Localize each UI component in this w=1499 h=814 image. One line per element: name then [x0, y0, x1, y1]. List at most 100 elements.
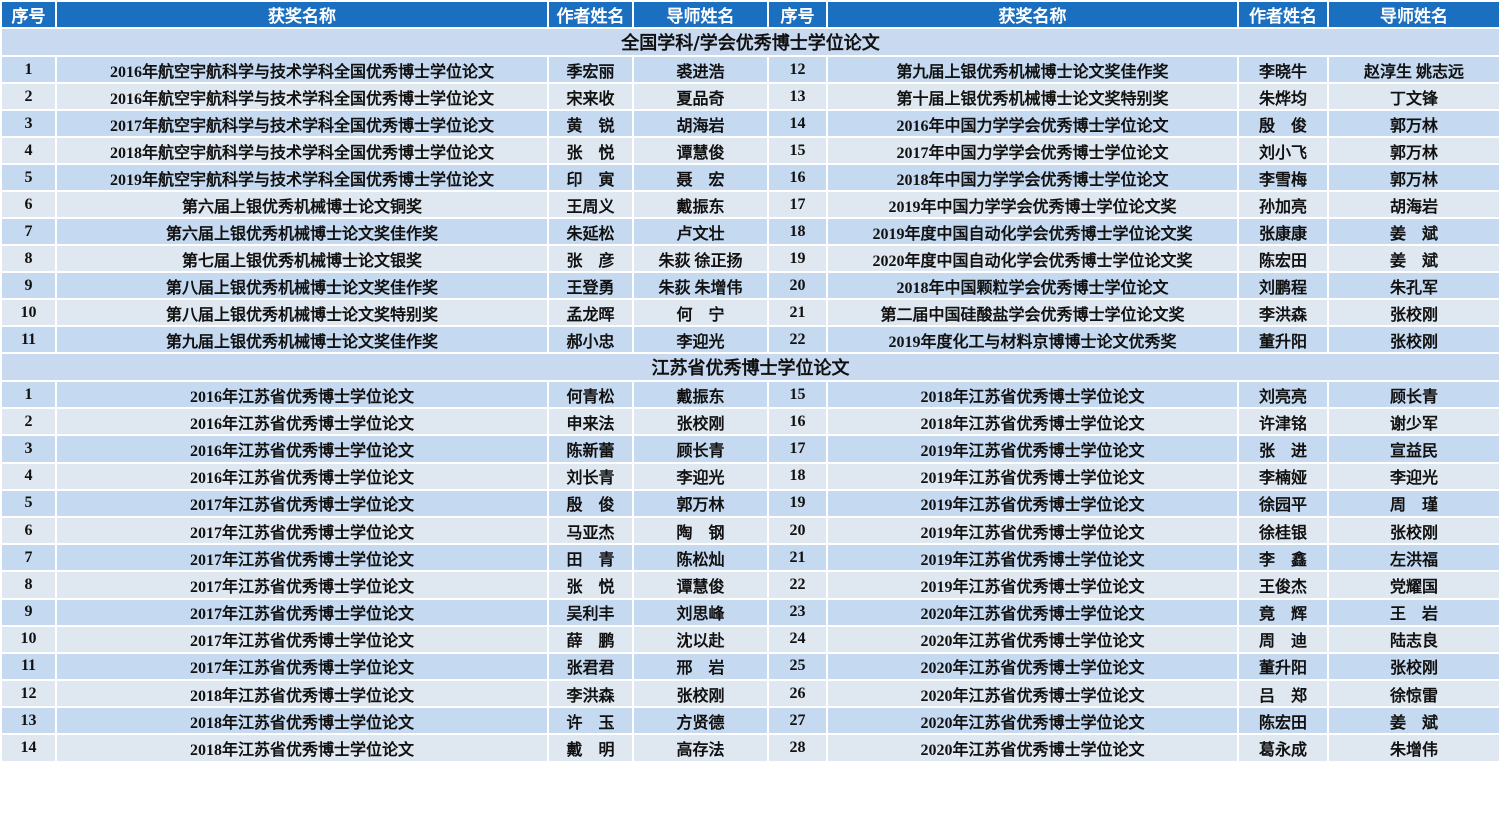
header-award-name: 获奖名称 — [826, 0, 1239, 29]
award-name-cell: 2019年航空宇航科学与技术学科全国优秀博士学位论文 — [55, 163, 549, 192]
advisor-name-cell: 谭慧俊 — [632, 570, 769, 600]
author-name-cell: 吕 郑 — [1237, 679, 1329, 709]
advisor-name-cell: 朱荻 徐正扬 — [632, 244, 769, 273]
section-title-row: 江苏省优秀博士学位论文 — [0, 352, 1499, 382]
table-row: 12 2018年江苏省优秀博士学位论文 李洪森 张校刚 26 2020年江苏省优秀博士学位… — [0, 679, 1499, 709]
serial-no-cell: 12 — [0, 679, 57, 709]
award-name-cell: 第六届上银优秀机械博士论文铜奖 — [55, 190, 549, 219]
author-name-cell: 殷 俊 — [1237, 109, 1329, 138]
author-name-cell: 许 玉 — [547, 706, 634, 736]
award-name-cell: 2016年中国力学学会优秀博士学位论文 — [826, 109, 1239, 138]
serial-no-cell: 14 — [0, 733, 57, 763]
author-name-cell: 王周义 — [547, 190, 634, 219]
serial-no-cell: 28 — [767, 733, 828, 763]
table-row: 13 2018年江苏省优秀博士学位论文许 玉方贤德 27 2020年江苏省优秀博士学位… — [0, 706, 1499, 736]
section-title: 江苏省优秀博士学位论文 — [0, 352, 1499, 382]
serial-no-cell: 19 — [767, 244, 828, 273]
header-author-name: 作者姓名 — [547, 0, 634, 29]
header-advisor-name: 导师姓名 — [1327, 0, 1499, 29]
serial-no-cell: 9 — [0, 271, 57, 300]
serial-no-cell: 10 — [0, 298, 57, 327]
author-name-cell: 何青松 — [547, 379, 634, 410]
serial-no-cell: 1 — [0, 55, 57, 84]
award-name-cell: 2018年航空宇航科学与技术学科全国优秀博士学位论文 — [55, 136, 549, 165]
author-name-cell: 郝小忠 — [547, 325, 634, 354]
advisor-name-cell: 陆志良 — [1327, 624, 1499, 654]
table-row: 1 2016年江苏省优秀博士学位论文 何青松 戴振东 15 2018年江苏省优秀博士学位论… — [0, 379, 1499, 410]
table-row: 4 2018年航空宇航科学与技术学科全国优秀博士学位论文张 悦谭慧俊 15 2017年… — [0, 136, 1499, 165]
author-name-cell: 张康康 — [1237, 217, 1329, 246]
table-row: 10 2017年江苏省优秀博士学位论文薛 鹏沈以赴 24 2020年江苏省优秀博士学位… — [0, 624, 1499, 654]
advisor-name-cell: 郭万林 — [1327, 163, 1499, 192]
author-name-cell: 朱烨均 — [1237, 82, 1329, 111]
advisor-name-cell: 戴振东 — [632, 190, 769, 219]
advisor-name-cell: 朱荻 朱增伟 — [632, 271, 769, 300]
advisor-name-cell: 张校刚 — [1327, 515, 1499, 546]
award-name-cell: 2017年江苏省优秀博士学位论文 — [55, 597, 549, 627]
award-name-cell: 2016年江苏省优秀博士学位论文 — [55, 434, 549, 464]
serial-no-cell: 18 — [767, 461, 828, 491]
advisor-name-cell: 戴振东 — [632, 379, 769, 410]
author-name-cell: 孙加亮 — [1237, 190, 1329, 219]
serial-no-cell: 11 — [0, 651, 57, 682]
serial-no-cell: 4 — [0, 461, 57, 491]
award-name-cell: 2018年江苏省优秀博士学位论文 — [55, 733, 549, 763]
author-name-cell: 李楠娅 — [1237, 461, 1329, 491]
author-name-cell: 董升阳 — [1237, 651, 1329, 682]
award-name-cell: 2020年江苏省优秀博士学位论文 — [826, 651, 1239, 682]
advisor-name-cell: 李迎光 — [632, 461, 769, 491]
serial-no-cell: 16 — [767, 407, 828, 437]
author-name-cell: 葛永成 — [1237, 733, 1329, 763]
author-name-cell: 宋来收 — [547, 82, 634, 111]
award-name-cell: 2016年江苏省优秀博士学位论文 — [55, 407, 549, 437]
table-row: 14 2018年江苏省优秀博士学位论文戴 明高存法 28 2020年江苏省优秀博士学位… — [0, 733, 1499, 763]
advisor-name-cell: 朱孔军 — [1327, 271, 1499, 300]
author-name-cell: 李 鑫 — [1237, 543, 1329, 573]
author-name-cell: 张 彦 — [547, 244, 634, 273]
author-name-cell: 陈新蕾 — [547, 434, 634, 464]
award-name-cell: 2019年江苏省优秀博士学位论文 — [826, 488, 1239, 518]
header-author-name: 作者姓名 — [1237, 0, 1329, 29]
advisor-name-cell: 李迎光 — [1327, 461, 1499, 491]
author-name-cell: 刘亮亮 — [1237, 379, 1329, 410]
author-name-cell: 徐桂银 — [1237, 515, 1329, 546]
author-name-cell: 吴利丰 — [547, 597, 634, 627]
serial-no-cell: 8 — [0, 244, 57, 273]
advisor-name-cell: 刘思峰 — [632, 597, 769, 627]
serial-no-cell: 2 — [0, 407, 57, 437]
award-name-cell: 2019年江苏省优秀博士学位论文 — [826, 570, 1239, 600]
serial-no-cell: 20 — [767, 515, 828, 546]
author-name-cell: 李洪森 — [547, 679, 634, 709]
advisor-name-cell: 陈松灿 — [632, 543, 769, 573]
award-name-cell: 2017年中国力学学会优秀博士学位论文 — [826, 136, 1239, 165]
table-row: 2 2016年航空宇航科学与技术学科全国优秀博士学位论文 宋来收 夏品奇 13 第十届上银… — [0, 82, 1499, 111]
table-row: 9 2017年江苏省优秀博士学位论文 吴利丰 刘思峰 23 2020年江苏省优秀博士学位论… — [0, 597, 1499, 627]
author-name-cell: 李雪梅 — [1237, 163, 1329, 192]
award-name-cell: 2018年中国颗粒学会优秀博士学位论文 — [826, 271, 1239, 300]
serial-no-cell: 1 — [0, 379, 57, 410]
section-jiangsu: 江苏省优秀博士学位论文 1 2016年江苏省优秀博士学位论文 何青松 戴振东 15 2018… — [0, 352, 1499, 763]
award-name-cell: 2020年江苏省优秀博士学位论文 — [826, 597, 1239, 627]
award-name-cell: 2017年江苏省优秀博士学位论文 — [55, 570, 549, 600]
serial-no-cell: 13 — [767, 82, 828, 111]
advisor-name-cell: 左洪福 — [1327, 543, 1499, 573]
advisor-name-cell: 裘进浩 — [632, 55, 769, 84]
serial-no-cell: 9 — [0, 597, 57, 627]
award-name-cell: 第九届上银优秀机械博士论文奖佳作奖 — [826, 55, 1239, 84]
table-row: 9 第八届上银优秀机械博士论文奖佳作奖 王登勇 朱荻 朱增伟 20 2018年中国颗粒学会… — [0, 271, 1499, 300]
author-name-cell: 李洪森 — [1237, 298, 1329, 327]
table-row: 11 第九届上银优秀机械博士论文奖佳作奖 郝小忠 李迎光 22 2019年度化工与材料京博… — [0, 325, 1499, 354]
advisor-name-cell: 王 岩 — [1327, 597, 1499, 627]
award-name-cell: 2018年江苏省优秀博士学位论文 — [55, 706, 549, 736]
serial-no-cell: 16 — [767, 163, 828, 192]
table-row: 1 2016年航空宇航科学与技术学科全国优秀博士学位论文 季宏丽 裘进浩 12 第九届上银… — [0, 55, 1499, 84]
advisor-name-cell: 张校刚 — [1327, 298, 1499, 327]
award-name-cell: 2020年度中国自动化学会优秀博士学位论文奖 — [826, 244, 1239, 273]
award-name-cell: 2016年航空宇航科学与技术学科全国优秀博士学位论文 — [55, 55, 549, 84]
author-name-cell: 孟龙晖 — [547, 298, 634, 327]
serial-no-cell: 17 — [767, 190, 828, 219]
table-row: 3 2016年江苏省优秀博士学位论文 陈新蕾 顾长青 17 2019年江苏省优秀博士学位论… — [0, 434, 1499, 464]
advisor-name-cell: 方贤德 — [632, 706, 769, 736]
serial-no-cell: 15 — [767, 136, 828, 165]
award-name-cell: 2019年度中国自动化学会优秀博士学位论文奖 — [826, 217, 1239, 246]
